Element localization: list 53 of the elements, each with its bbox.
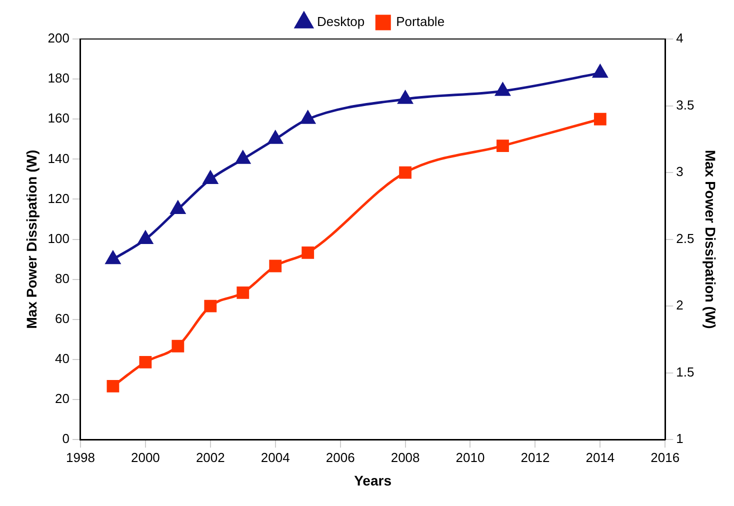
x-tick-label: 2012 [520, 450, 550, 465]
x-tick-label: 2016 [650, 450, 680, 465]
x-tick-label: 1998 [66, 450, 95, 465]
y2-tick-label: 2.5 [676, 230, 694, 246]
point [496, 140, 509, 152]
point [592, 64, 608, 78]
x-tick-label: 2002 [196, 450, 225, 465]
point [106, 380, 120, 392]
point [106, 251, 120, 264]
point [236, 286, 250, 299]
point [302, 246, 314, 259]
point [300, 110, 316, 124]
point [172, 340, 184, 352]
y-tick-label: 60 [55, 311, 70, 326]
y2-tick-label: 4 [676, 30, 684, 46]
point [398, 90, 413, 104]
point [139, 356, 152, 368]
x-axis-title: Years [354, 472, 392, 488]
y-tick-label: 160 [48, 110, 70, 126]
y2-tick-label: 1.5 [676, 364, 694, 380]
y-tick-label: 120 [48, 190, 70, 206]
point [399, 166, 412, 179]
y2-tick-label: 3 [676, 164, 684, 180]
y-tick-label: 100 [48, 230, 70, 246]
legend-label: Desktop [316, 14, 365, 30]
x-tick-label: 2008 [390, 450, 420, 465]
y-tick-label: 180 [48, 70, 70, 86]
point [138, 231, 153, 244]
x-tick-label: 2000 [130, 450, 160, 465]
point [236, 150, 250, 164]
point [269, 260, 282, 272]
legend-label: Portable [396, 14, 445, 30]
y2-tick-label: 2 [676, 298, 684, 313]
point [268, 130, 283, 144]
point [203, 170, 218, 184]
y-axis-title: Max Power Dissipation (W) [23, 150, 40, 329]
x-tick-label: 2010 [456, 450, 485, 465]
x-tick-label: 2004 [260, 450, 290, 465]
point [170, 201, 186, 214]
y-tick-label: 20 [55, 391, 70, 406]
point [594, 112, 606, 126]
x-tick-label: 2006 [326, 450, 355, 465]
y2-axis-title: Max Power Dissipation (W) [702, 150, 719, 329]
y-tick-label: 200 [48, 30, 70, 46]
y-tick-label: 140 [48, 150, 70, 166]
y-tick-label: 40 [55, 351, 70, 366]
point [204, 300, 217, 312]
y-tick-label: 0 [62, 431, 70, 446]
x-tick-label: 2014 [586, 450, 615, 465]
y2-tick-label: 3.5 [676, 97, 694, 112]
y-tick-label: 80 [55, 270, 70, 286]
y2-tick-label: 1 [676, 431, 684, 446]
point [495, 82, 510, 96]
